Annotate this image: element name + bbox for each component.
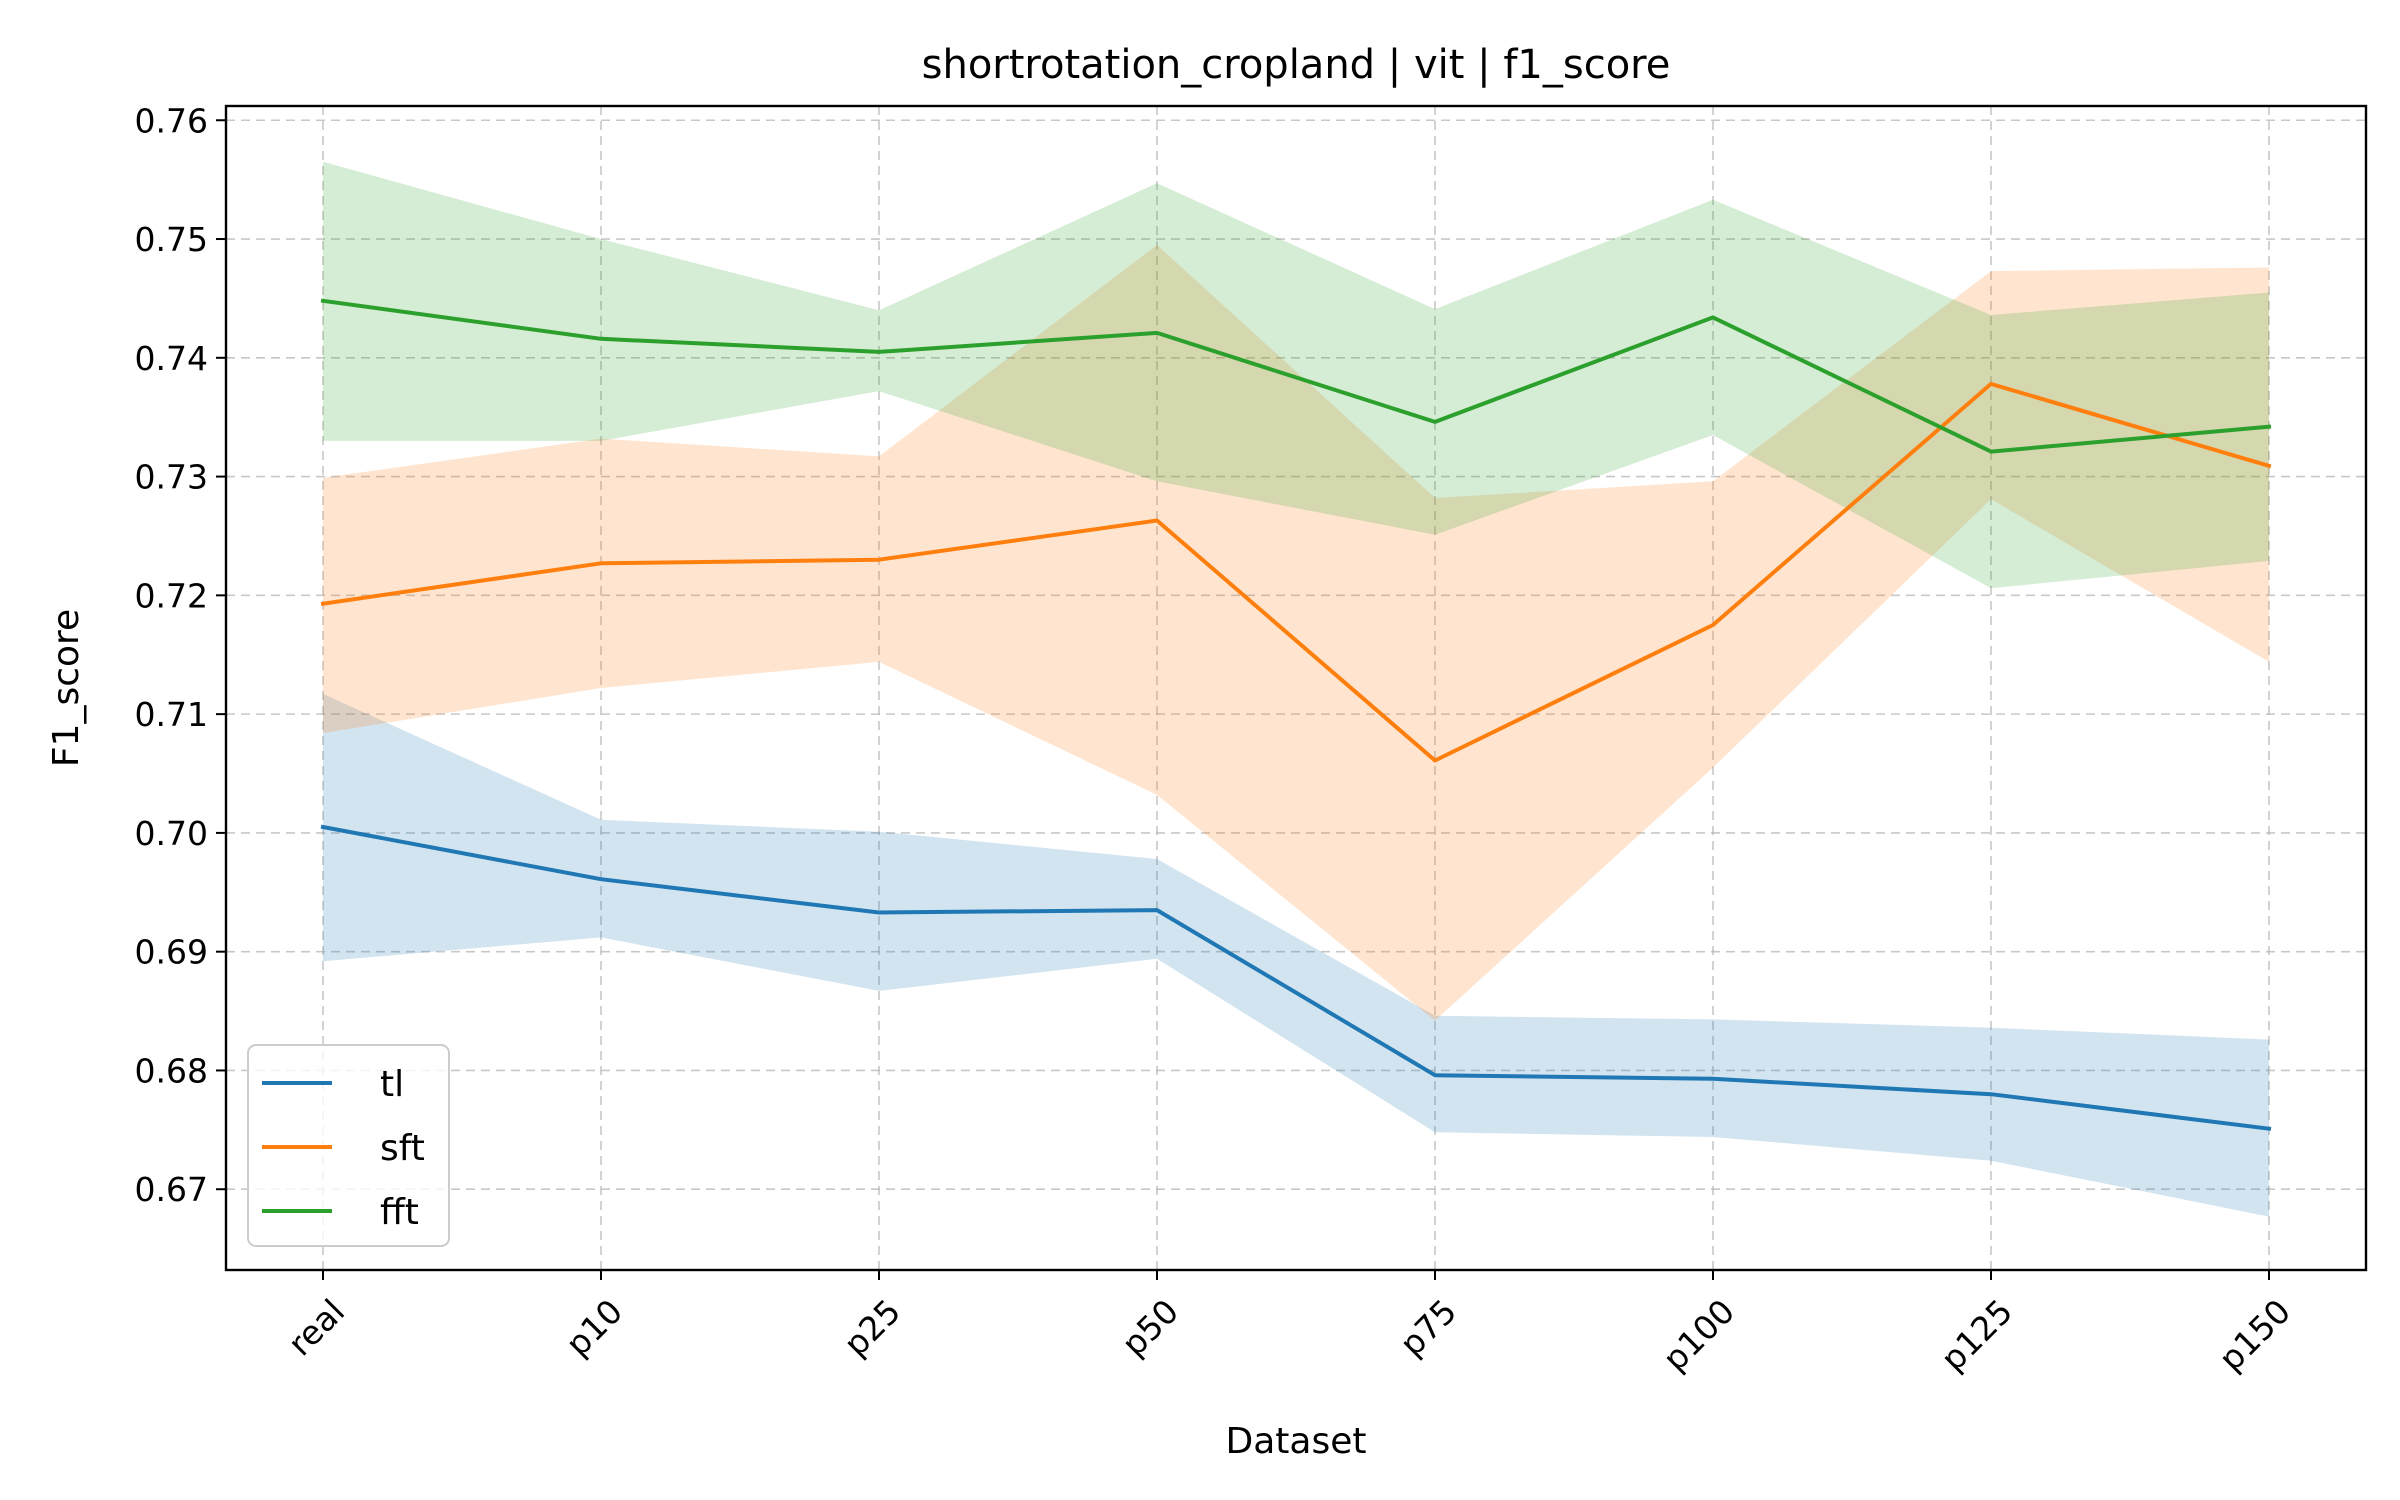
series-line-sft — [320, 381, 2272, 763]
band-sft — [323, 245, 2269, 1021]
y-tick-label: 0.67 — [135, 1170, 208, 1209]
series-lines — [320, 298, 2272, 1131]
y-axis-ticks: 0.67 0.68 0.69 0.70 0.71 0.72 0.73 0.74 0.75 0.76 — [135, 101, 226, 1209]
legend: tl sft fft — [247, 1044, 450, 1247]
y-tick-label: 0.70 — [135, 814, 208, 853]
y-tick-label: 0.74 — [135, 339, 208, 378]
band-fft — [323, 161, 2269, 589]
y-tick-label: 0.73 — [135, 458, 208, 497]
y-tick-label: 0.68 — [135, 1051, 208, 1090]
chart-title: shortrotation_cropland | vit | f1_score — [922, 42, 1671, 88]
legend-box — [247, 1044, 450, 1247]
y-axis-label: F1_score — [46, 609, 87, 767]
y-tick-label: 0.71 — [135, 695, 208, 734]
y-tick-label: 0.69 — [135, 933, 208, 972]
series-line-fft — [320, 298, 2272, 454]
y-tick-label: 0.75 — [135, 220, 208, 259]
y-tick-label: 0.72 — [135, 576, 208, 615]
legend-label-tl: tl — [380, 1064, 404, 1105]
y-tick-label: 0.76 — [135, 101, 208, 140]
plot-area-frame — [224, 104, 2368, 1272]
series-line-tl — [320, 824, 2272, 1131]
legend-label-fft: fft — [380, 1192, 419, 1233]
grid — [226, 106, 2366, 1270]
x-axis-label: Dataset — [1226, 1421, 1367, 1462]
confidence-bands — [323, 161, 2269, 1217]
band-tl — [323, 693, 2269, 1217]
legend-label-sft: sft — [380, 1128, 425, 1169]
